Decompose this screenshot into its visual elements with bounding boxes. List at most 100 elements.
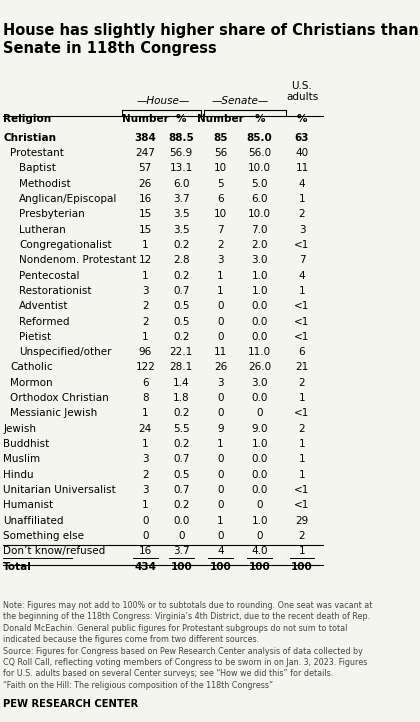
Text: 0: 0	[217, 500, 223, 510]
Text: 0.0: 0.0	[252, 332, 268, 342]
Text: 3: 3	[142, 454, 149, 464]
Text: 1: 1	[217, 439, 224, 449]
Text: 100: 100	[291, 562, 313, 572]
Text: 2: 2	[142, 301, 149, 311]
Text: 6: 6	[142, 378, 149, 388]
Text: 0: 0	[178, 531, 184, 541]
Text: 100: 100	[171, 562, 192, 572]
Text: Methodist: Methodist	[19, 178, 71, 188]
Text: 11.0: 11.0	[248, 347, 271, 357]
Text: 6: 6	[299, 347, 305, 357]
Text: 11: 11	[214, 347, 227, 357]
Text: 0: 0	[256, 531, 263, 541]
Text: 56.0: 56.0	[248, 148, 271, 158]
Text: 1: 1	[217, 286, 224, 296]
Text: PEW RESEARCH CENTER: PEW RESEARCH CENTER	[3, 699, 139, 709]
Text: 1: 1	[217, 516, 224, 526]
Text: 7.0: 7.0	[251, 225, 268, 235]
Text: 1: 1	[299, 470, 305, 479]
Text: 0.5: 0.5	[173, 470, 189, 479]
Text: 2.8: 2.8	[173, 256, 189, 265]
Text: 0.7: 0.7	[173, 286, 189, 296]
Text: 57: 57	[139, 163, 152, 173]
Text: 1: 1	[217, 271, 224, 281]
Text: 0: 0	[217, 393, 223, 403]
Text: Unaffiliated: Unaffiliated	[3, 516, 64, 526]
Text: Number: Number	[122, 114, 169, 124]
Text: 1.4: 1.4	[173, 378, 189, 388]
Text: <1: <1	[294, 240, 310, 250]
Text: 6.0: 6.0	[173, 178, 189, 188]
Text: Mormon: Mormon	[10, 378, 53, 388]
Text: 5.0: 5.0	[251, 178, 268, 188]
Text: 0.2: 0.2	[173, 500, 189, 510]
Text: <1: <1	[294, 332, 310, 342]
Text: 0: 0	[217, 454, 223, 464]
Text: Religion: Religion	[3, 114, 51, 124]
Text: 85.0: 85.0	[247, 133, 273, 143]
Text: 56: 56	[214, 148, 227, 158]
Text: 0.0: 0.0	[173, 516, 189, 526]
Text: 1: 1	[299, 194, 305, 204]
Text: Unspecified/other: Unspecified/other	[19, 347, 111, 357]
Text: 0.2: 0.2	[173, 409, 189, 419]
Text: Presbyterian: Presbyterian	[19, 209, 85, 219]
Text: Number: Number	[197, 114, 244, 124]
Text: Baptist: Baptist	[19, 163, 56, 173]
Text: Pietist: Pietist	[19, 332, 51, 342]
Text: 3.5: 3.5	[173, 225, 189, 235]
Text: 384: 384	[134, 133, 156, 143]
Text: 96: 96	[139, 347, 152, 357]
Text: 9.0: 9.0	[251, 424, 268, 434]
Text: 247: 247	[135, 148, 155, 158]
Text: 21: 21	[295, 362, 309, 373]
Text: 24: 24	[139, 424, 152, 434]
Text: 6: 6	[217, 194, 224, 204]
Text: 16: 16	[139, 194, 152, 204]
Text: 3.5: 3.5	[173, 209, 189, 219]
Text: 0.2: 0.2	[173, 332, 189, 342]
Text: 3.7: 3.7	[173, 194, 189, 204]
Text: Something else: Something else	[3, 531, 84, 541]
Text: Note: Figures may not add to 100% or to subtotals due to rounding. One seat was : Note: Figures may not add to 100% or to …	[3, 601, 373, 690]
Text: 3.7: 3.7	[173, 547, 189, 556]
Text: 1.0: 1.0	[251, 271, 268, 281]
Text: 1: 1	[142, 500, 149, 510]
Text: 1: 1	[299, 547, 305, 556]
Text: 85: 85	[213, 133, 228, 143]
Text: 1.0: 1.0	[251, 286, 268, 296]
Text: 100: 100	[210, 562, 231, 572]
Text: Muslim: Muslim	[3, 454, 40, 464]
Text: 3: 3	[142, 485, 149, 495]
Text: 11: 11	[295, 163, 309, 173]
Text: Restorationist: Restorationist	[19, 286, 92, 296]
Text: Pentecostal: Pentecostal	[19, 271, 79, 281]
Text: 0.0: 0.0	[252, 301, 268, 311]
Text: 5: 5	[217, 178, 224, 188]
Text: 4.0: 4.0	[251, 547, 268, 556]
Text: 4: 4	[217, 547, 224, 556]
Text: 5.5: 5.5	[173, 424, 189, 434]
Text: 2.0: 2.0	[251, 240, 268, 250]
Text: %: %	[297, 114, 307, 124]
Text: Messianic Jewish: Messianic Jewish	[10, 409, 98, 419]
Text: 3.0: 3.0	[251, 378, 268, 388]
Text: 2: 2	[142, 316, 149, 326]
Text: 0.0: 0.0	[252, 393, 268, 403]
Text: 56.9: 56.9	[170, 148, 193, 158]
Text: 0: 0	[217, 316, 223, 326]
Text: 10.0: 10.0	[248, 209, 271, 219]
Text: 88.5: 88.5	[168, 133, 194, 143]
Text: 16: 16	[139, 547, 152, 556]
Text: 0: 0	[142, 531, 149, 541]
Text: 0: 0	[217, 470, 223, 479]
Text: 1: 1	[299, 286, 305, 296]
Text: Congregationalist: Congregationalist	[19, 240, 112, 250]
Text: 1: 1	[299, 454, 305, 464]
Text: 9: 9	[217, 424, 224, 434]
Text: House has slightly higher share of Christians than
Senate in 118th Congress: House has slightly higher share of Chris…	[3, 23, 419, 56]
Text: Reformed: Reformed	[19, 316, 69, 326]
Text: 29: 29	[295, 516, 309, 526]
Text: 434: 434	[134, 562, 156, 572]
Text: 10: 10	[214, 163, 227, 173]
